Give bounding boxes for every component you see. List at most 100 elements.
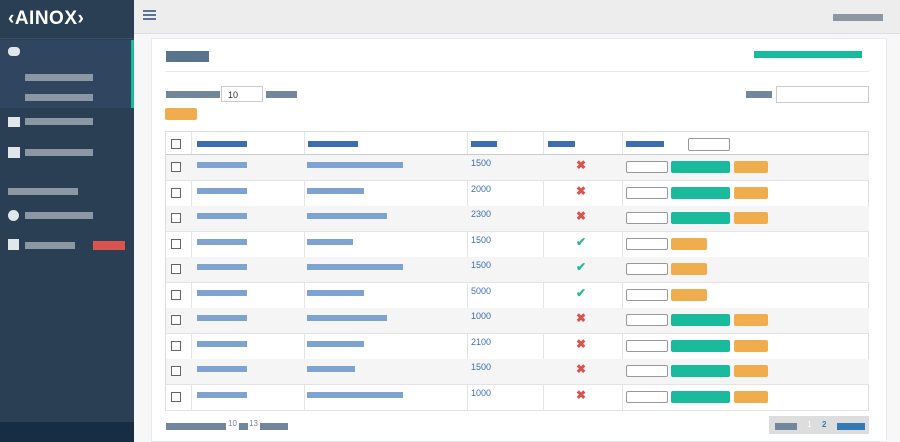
next[interactable] (837, 423, 865, 430)
button[interactable] (626, 186, 668, 199)
icon (8, 239, 19, 250)
checkbox[interactable] (171, 139, 181, 149)
status-icon: ✔ (576, 285, 587, 300)
help-link[interactable] (754, 51, 862, 58)
cell-name (197, 315, 247, 321)
menu-item[interactable] (25, 242, 75, 249)
status-icon: ✖ (576, 183, 587, 198)
button[interactable] (671, 186, 730, 199)
badge (93, 241, 125, 250)
status-icon: ✖ (576, 311, 587, 325)
button[interactable] (671, 365, 730, 377)
status-icon: ✖ (576, 362, 587, 376)
cell-name (197, 264, 247, 270)
column-header[interactable] (626, 141, 664, 147)
checkbox[interactable] (171, 315, 181, 325)
submenu[interactable] (25, 74, 93, 81)
checkbox[interactable] (171, 340, 181, 351)
section (8, 188, 78, 195)
row-stripe (166, 257, 869, 282)
icon (8, 47, 20, 56)
button[interactable] (734, 339, 768, 352)
button[interactable] (626, 237, 668, 250)
row-border (166, 333, 869, 334)
button[interactable] (734, 212, 768, 224)
button[interactable] (734, 314, 768, 326)
button[interactable] (671, 390, 730, 403)
button[interactable] (671, 212, 730, 224)
search-label (746, 91, 772, 98)
label (266, 91, 297, 98)
button[interactable] (671, 339, 730, 352)
checkbox[interactable] (171, 162, 181, 172)
checkbox[interactable] (171, 289, 181, 300)
cell-amount: 1500 (471, 158, 492, 168)
status-icon: ✖ (576, 387, 587, 402)
button[interactable] (671, 314, 730, 326)
row-border (166, 231, 869, 232)
button[interactable] (626, 390, 668, 403)
checkbox[interactable] (171, 366, 181, 376)
button[interactable] (626, 161, 668, 173)
button[interactable] (734, 390, 768, 403)
column-header[interactable] (197, 141, 247, 147)
button[interactable] (626, 339, 668, 352)
button[interactable] (734, 186, 768, 199)
menu-toggle[interactable] (143, 10, 156, 12)
top-nav (134, 0, 900, 34)
column-header[interactable] (471, 141, 497, 147)
button[interactable] (626, 263, 668, 275)
checkbox[interactable] (171, 391, 181, 402)
column-header[interactable] (548, 141, 575, 147)
button[interactable] (165, 108, 197, 120)
button[interactable] (671, 263, 707, 275)
label (166, 91, 220, 98)
menu-item[interactable] (25, 118, 93, 125)
icon (8, 147, 20, 158)
user-menu[interactable] (833, 14, 883, 21)
search-input[interactable] (776, 86, 869, 103)
checkbox[interactable] (171, 213, 181, 223)
cell-amount: 2300 (471, 209, 492, 219)
checkbox[interactable] (171, 187, 181, 198)
row-border (166, 384, 869, 385)
info (260, 423, 288, 430)
logo[interactable]: ‹AINOX› (8, 8, 85, 29)
column-header[interactable] (308, 141, 358, 147)
checkbox[interactable] (171, 238, 181, 249)
button[interactable] (671, 161, 730, 173)
cell-desc (307, 162, 403, 168)
cell-name (197, 213, 247, 219)
cell-amount: 1500 (471, 362, 492, 372)
cell-name (197, 289, 247, 296)
page-link[interactable]: 2 (822, 420, 827, 429)
button[interactable] (734, 365, 768, 377)
button[interactable] (671, 288, 707, 301)
menu-item[interactable] (25, 212, 93, 219)
divider (0, 38, 134, 39)
page-link[interactable]: 1 (807, 420, 812, 429)
info-total: 13 (249, 419, 258, 428)
row-border (166, 409, 869, 411)
button[interactable] (671, 237, 707, 250)
cell-amount: 2000 (471, 183, 492, 194)
cell-amount: 1000 (471, 387, 492, 398)
row-border (166, 180, 869, 181)
cell-desc (307, 340, 364, 347)
menu-item[interactable] (25, 149, 93, 156)
button[interactable] (626, 365, 668, 377)
page-size-select[interactable]: 10 (221, 86, 263, 102)
button[interactable] (626, 288, 668, 301)
button[interactable] (734, 161, 768, 173)
menu-indicator (131, 40, 134, 108)
button[interactable] (626, 314, 668, 326)
cell-desc (307, 187, 364, 194)
button[interactable] (626, 212, 668, 224)
info (239, 423, 248, 430)
cell-name (197, 340, 247, 347)
prev[interactable] (775, 423, 797, 430)
submenu[interactable] (25, 94, 93, 101)
filter-input[interactable] (688, 138, 730, 151)
cell-name (197, 391, 247, 398)
checkbox[interactable] (171, 264, 181, 274)
